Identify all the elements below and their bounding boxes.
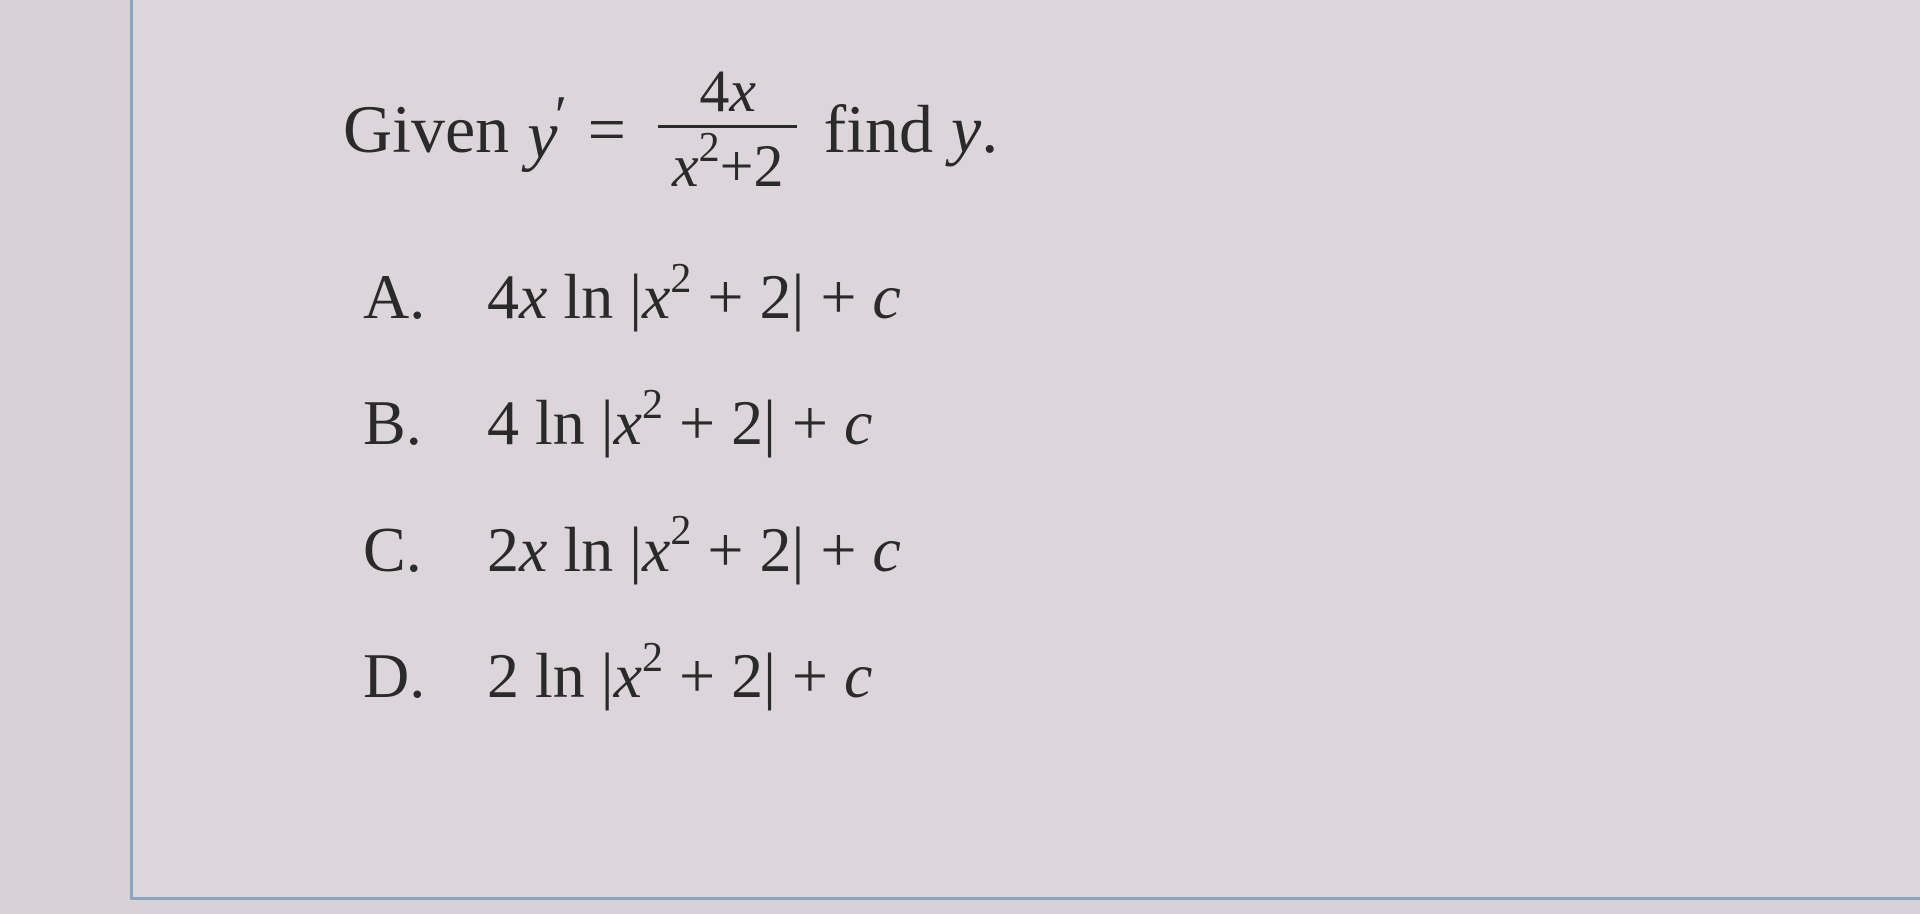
tail: + [804,261,872,332]
tail: + [776,387,844,458]
const: c [872,261,900,332]
option-expr: 2x ln |x2 + 2| + c [487,491,901,609]
bar-close: | [763,640,776,711]
denom-base: x [672,133,699,199]
prompt-suffix-word: find [823,90,933,169]
inner-tail: + 2 [663,640,763,711]
func: ln [563,514,613,585]
option-letter: A. [363,238,443,356]
prompt-prefix: Given [343,90,509,169]
func: ln [535,640,585,711]
inner-tail: + 2 [691,514,791,585]
option-letter: D. [363,617,443,735]
inner-exp: 2 [670,508,691,554]
bar-close: | [792,514,805,585]
denom-tail: +2 [720,133,784,199]
question-content: Given y′ = 4x x2+2 find y. A. [133,0,1920,736]
inner-base: x [614,387,642,458]
var: x [519,261,547,332]
func: ln [563,261,613,332]
inner-tail: + 2 [691,261,791,332]
option-expr: 4 ln |x2 + 2| + c [487,364,872,482]
numerator-text: 4x [699,58,756,124]
tail: + [776,640,844,711]
option-letter: B. [363,364,443,482]
fraction-numerator: 4x [685,60,770,125]
inner-exp: 2 [642,635,663,681]
const: c [844,640,872,711]
coef: 4 [487,387,519,458]
coef: 4 [487,261,519,332]
options-list: A. 4x ln |x2 + 2| + c B. 4 ln |x2 + 2| +… [343,238,1920,736]
coef: 2 [487,640,519,711]
fraction: 4x x2+2 [658,60,797,198]
prompt-period: . [981,91,998,167]
inner-base: x [642,261,670,332]
bar-open: | [629,261,642,332]
coef: 2 [487,514,519,585]
inner-tail: + 2 [663,387,763,458]
option-d[interactable]: D. 2 ln |x2 + 2| + c [363,617,1920,735]
option-c[interactable]: C. 2x ln |x2 + 2| + c [363,491,1920,609]
question-panel: Given y′ = 4x x2+2 find y. A. [130,0,1920,900]
const: c [872,514,900,585]
question-prompt: Given y′ = 4x x2+2 find y. [343,60,1920,198]
const: c [844,387,872,458]
option-expr: 4x ln |x2 + 2| + c [487,238,901,356]
var: x [519,514,547,585]
inner-exp: 2 [670,256,691,302]
prompt-suffix-var-wrap: y. [951,90,998,169]
equals-sign: = [588,90,626,169]
option-a[interactable]: A. 4x ln |x2 + 2| + c [363,238,1920,356]
option-expr: 2 ln |x2 + 2| + c [487,617,872,735]
option-letter: C. [363,491,443,609]
fraction-denominator: x2+2 [658,125,797,198]
inner-base: x [614,640,642,711]
tail: + [804,514,872,585]
bar-open: | [601,387,614,458]
denom-exp: 2 [699,125,720,171]
prompt-lhs: y′ [527,84,563,175]
bar-close: | [792,261,805,332]
prime-symbol: ′ [551,85,563,147]
prompt-suffix-var: y [951,91,981,167]
inner-exp: 2 [642,382,663,428]
func: ln [535,387,585,458]
bar-open: | [601,640,614,711]
inner-base: x [642,514,670,585]
option-b[interactable]: B. 4 ln |x2 + 2| + c [363,364,1920,482]
bar-open: | [629,514,642,585]
bar-close: | [763,387,776,458]
